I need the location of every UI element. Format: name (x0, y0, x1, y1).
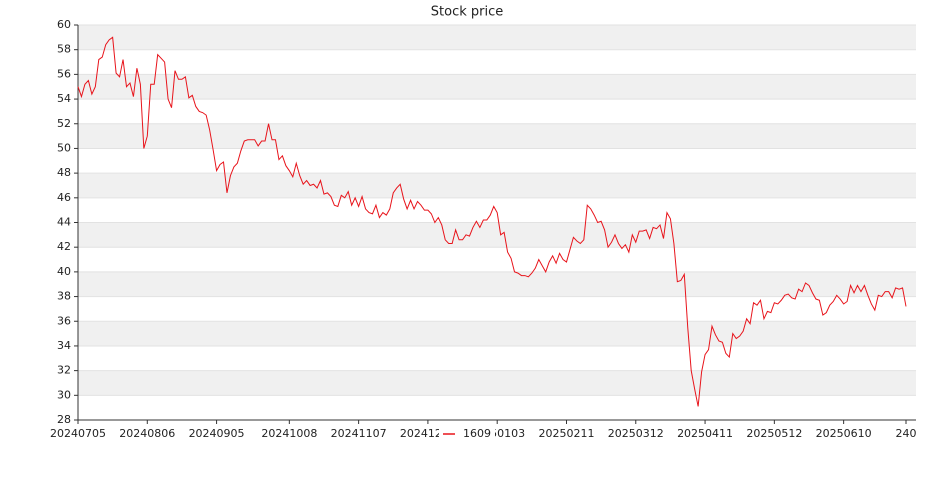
y-tick-label: 48 (57, 166, 71, 179)
x-tick-label: 20240806 (119, 427, 175, 440)
y-tick-label: 54 (57, 92, 71, 105)
x-tick-label: 20250411 (677, 427, 733, 440)
x-tick-label: 20241008 (261, 427, 317, 440)
legend-label: 1609 (463, 427, 491, 440)
x-tick-label: 20240705 (50, 427, 106, 440)
y-tick-label: 42 (57, 240, 71, 253)
y-tick-label: 60 (57, 18, 71, 31)
grid-band (78, 74, 916, 100)
series-line (77, 36, 907, 407)
x-tick-label: 20250512 (746, 427, 802, 440)
y-tick-label: 38 (57, 290, 71, 303)
y-tick-label: 32 (57, 364, 71, 377)
grid-band (78, 123, 916, 149)
grid-band (78, 25, 916, 50)
y-tick-label: 52 (57, 117, 71, 130)
y-tick-label: 50 (57, 141, 71, 154)
grid-band (78, 222, 916, 248)
y-tick-label: 46 (57, 191, 71, 204)
y-tick-label: 36 (57, 314, 71, 327)
y-tick-label: 28 (57, 413, 71, 426)
y-tick-label: 44 (57, 216, 71, 229)
x-tick-label: 20241107 (331, 427, 387, 440)
legend-box (439, 425, 495, 443)
grid-band (78, 173, 916, 198)
chart-title: Stock price (431, 5, 503, 20)
y-tick-label: 34 (57, 339, 71, 352)
x-tick-label: 20240905 (189, 427, 245, 440)
y-tick-label: 58 (57, 43, 71, 56)
y-tick-label: 30 (57, 388, 71, 401)
x-tick-label: 20250610 (816, 427, 872, 440)
x-tick-label: 20250211 (538, 427, 594, 440)
grid-band (78, 271, 916, 297)
grid-band (78, 321, 916, 346)
x-tick-label: 20250312 (608, 427, 664, 440)
x-tick-label: 240 (896, 427, 917, 440)
grid-band (78, 370, 916, 396)
y-tick-label: 40 (57, 265, 71, 278)
y-tick-label: 56 (57, 67, 71, 80)
